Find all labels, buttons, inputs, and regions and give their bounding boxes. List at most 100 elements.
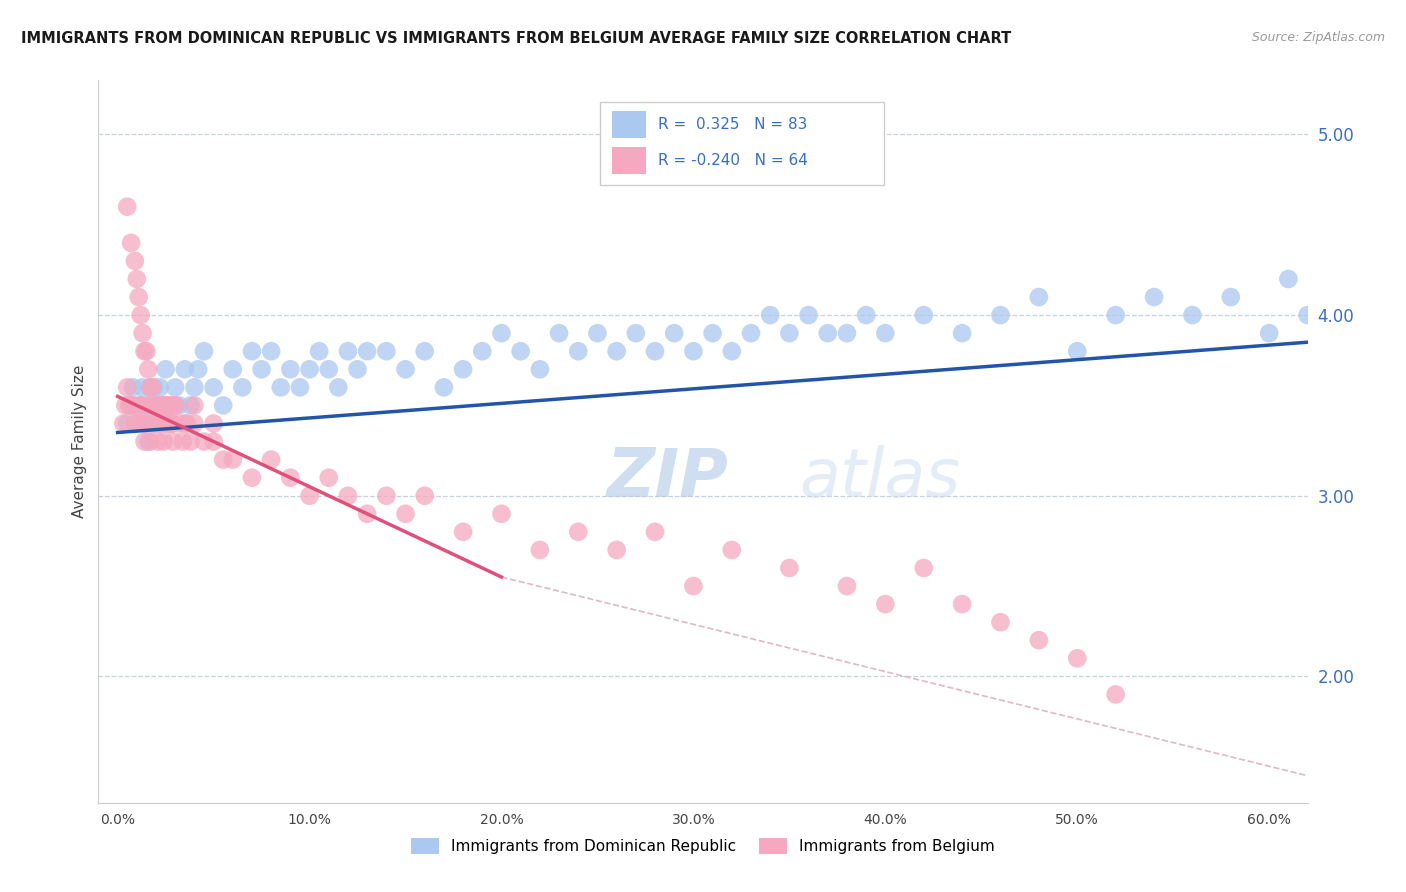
Point [135,398,157,412]
Point [231,380,253,394]
Point [141,398,163,412]
Point [1104,688,1126,702]
Point [1066,344,1088,359]
Point [141,417,163,431]
Point [624,326,647,341]
Point [118,398,141,412]
Point [1258,326,1281,341]
Point [202,434,225,449]
Point [212,398,235,412]
Point [131,417,153,431]
Point [134,417,156,431]
Point [183,380,205,394]
Point [529,362,551,376]
Point [328,380,350,394]
Point [280,471,302,485]
Text: Source: ZipAtlas.com: Source: ZipAtlas.com [1251,31,1385,45]
Point [152,434,174,449]
Point [394,362,416,376]
Point [150,417,173,431]
Point [682,344,704,359]
Point [308,344,330,359]
Point [143,380,166,394]
Point [451,362,474,376]
Point [212,452,235,467]
Point [318,362,340,376]
Point [114,398,136,412]
Point [298,362,321,376]
Point [129,398,152,412]
Text: ZIP: ZIP [606,445,728,510]
Point [143,417,166,431]
Point [129,398,152,412]
Point [160,417,183,431]
Point [156,417,179,431]
Point [288,380,311,394]
Point [165,398,187,412]
Point [336,344,359,359]
Point [413,344,436,359]
Point [491,326,513,341]
Point [451,524,474,539]
Point [280,362,302,376]
Point [1277,272,1299,286]
Point [529,542,551,557]
Point [912,561,935,575]
Point [202,380,225,394]
Point [134,434,156,449]
Point [155,398,177,412]
Point [149,417,172,431]
Point [778,326,800,341]
Point [433,380,456,394]
Point [173,362,195,376]
Point [120,398,142,412]
Point [548,326,571,341]
Point [950,597,973,611]
Point [855,308,877,322]
Point [159,398,181,412]
Point [702,326,724,341]
Point [193,434,215,449]
Point [606,344,628,359]
Point [139,434,162,449]
FancyBboxPatch shape [613,147,647,174]
Point [222,452,245,467]
Point [146,434,169,449]
Point [222,362,245,376]
Point [145,398,167,412]
Point [149,380,172,394]
Point [160,417,183,431]
Point [990,615,1012,630]
Point [260,344,283,359]
Point [136,362,159,376]
Point [1028,633,1050,648]
Point [125,272,148,286]
Text: IMMIGRANTS FROM DOMINICAN REPUBLIC VS IMMIGRANTS FROM BELGIUM AVERAGE FAMILY SIZ: IMMIGRANTS FROM DOMINICAN REPUBLIC VS IM… [21,31,1011,46]
Legend: Immigrants from Dominican Republic, Immigrants from Belgium: Immigrants from Dominican Republic, Immi… [405,832,1001,860]
Point [644,344,666,359]
Point [1104,308,1126,322]
Point [586,326,609,341]
Point [202,417,225,431]
Point [134,344,156,359]
Point [1374,326,1396,341]
Point [180,398,202,412]
Point [167,398,190,412]
Point [139,380,162,394]
Point [720,344,742,359]
Point [167,417,190,431]
Point [122,380,145,394]
Point [136,434,159,449]
Point [145,417,167,431]
FancyBboxPatch shape [613,111,647,138]
Point [131,326,153,341]
Point [1066,651,1088,665]
Point [139,380,162,394]
Point [491,507,513,521]
Point [159,398,181,412]
Point [912,308,935,322]
Point [509,344,531,359]
Point [160,417,183,431]
Point [128,398,150,412]
Point [135,417,157,431]
